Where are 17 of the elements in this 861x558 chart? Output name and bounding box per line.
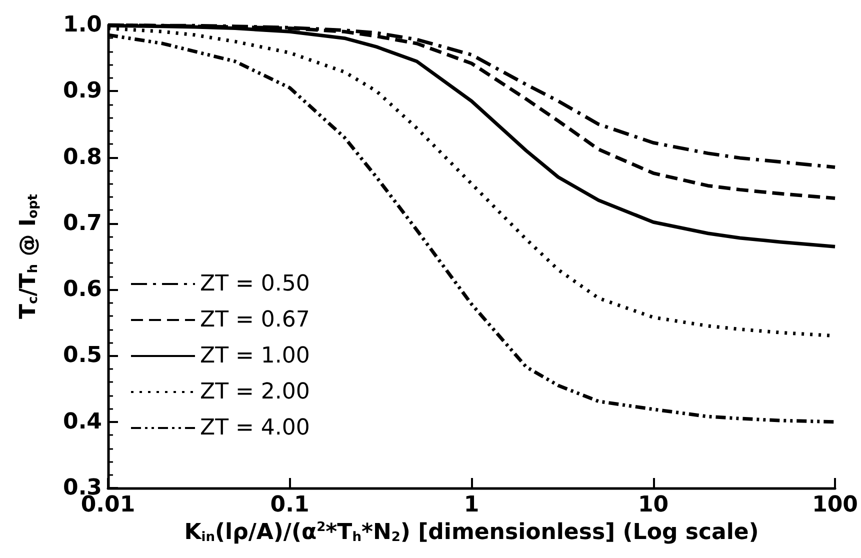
- legend-label: ZT = 4.00: [200, 416, 310, 440]
- x-tick-label: 0.1: [270, 492, 310, 518]
- y-axis-title: Tc/Th @ Iopt: [16, 194, 41, 319]
- y-tick-label: 0.7: [63, 210, 102, 236]
- legend-label: ZT = 0.67: [200, 308, 310, 332]
- y-tick-label: 1.0: [63, 12, 102, 38]
- y-tick-label: 0.5: [63, 343, 102, 368]
- y-tick-label: 0.9: [63, 78, 102, 104]
- legend-label: ZT = 2.00: [200, 380, 310, 404]
- x-tick-label: 1: [464, 492, 480, 518]
- x-tick-label: 100: [812, 492, 858, 518]
- y-tick-label: 0.4: [63, 409, 102, 434]
- legend-label: ZT = 0.50: [200, 272, 310, 296]
- y-tick-label: 0.6: [63, 277, 102, 302]
- legend-label: ZT = 1.00: [200, 344, 310, 368]
- y-tick-label: 0.8: [63, 144, 102, 170]
- x-tick-label: 10: [638, 492, 669, 518]
